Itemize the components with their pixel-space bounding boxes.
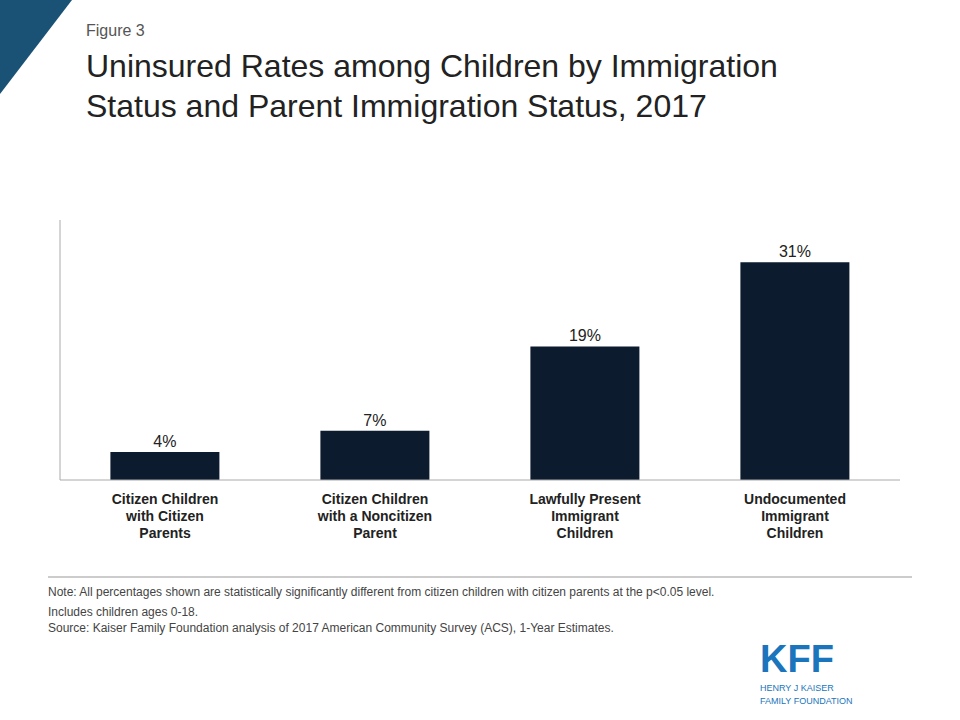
svg-text:UndocumentedImmigrantChildren: UndocumentedImmigrantChildren (744, 491, 846, 541)
html-text:Note: All percentages shown ar: Note: All percentages shown are statisti… (48, 585, 715, 599)
html-text:Includes children ages 0-18.: Includes children ages 0-18. (48, 605, 199, 620)
html-text:KFF: KFF (760, 638, 834, 680)
html-text:HENRY J KAISER: HENRY J KAISER (760, 683, 834, 693)
html-text:FAMILY FOUNDATION: FAMILY FOUNDATION (760, 695, 853, 706)
svg-text:4%: 4% (153, 433, 176, 450)
html-text:Status and Parent Immigration: Status and Parent Immigration Status, 20… (86, 88, 707, 124)
html-text:Source: Kaiser Family Foundati: Source: Kaiser Family Foundation analysi… (48, 621, 614, 636)
svg-text:7%: 7% (363, 412, 386, 429)
svg-text:19%: 19% (569, 327, 601, 344)
html-text:Uninsured Rates among Children: Uninsured Rates among Children by Immigr… (86, 48, 778, 84)
svg-text:Citizen Childrenwith CitizenPa: Citizen Childrenwith CitizenParents (112, 491, 219, 541)
svg-text:Citizen Childrenwith a Nonciti: Citizen Childrenwith a NoncitizenParent (317, 491, 432, 541)
svg-text:31%: 31% (779, 243, 811, 260)
html-text:Figure 3: Figure 3 (86, 22, 145, 39)
svg-text:Lawfully PresentImmigrantChild: Lawfully PresentImmigrantChildren (529, 491, 641, 541)
